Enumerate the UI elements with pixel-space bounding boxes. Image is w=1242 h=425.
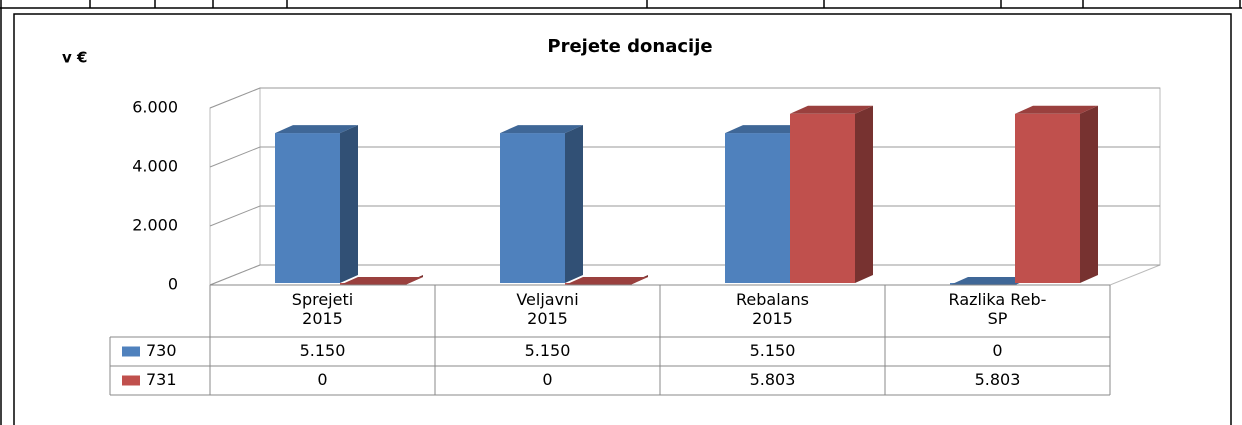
y-tick-label: 2.000 <box>132 216 178 235</box>
data-label: 5.803 <box>975 370 1021 389</box>
bar <box>340 275 423 285</box>
bar <box>500 125 583 283</box>
data-label: 0 <box>317 370 327 389</box>
bar-top <box>500 125 583 134</box>
bar <box>275 125 358 283</box>
bar-side <box>565 125 583 283</box>
bar <box>790 105 873 284</box>
y-tick-label: 0 <box>168 275 178 294</box>
bar-side <box>855 105 873 284</box>
data-label: 0 <box>542 370 552 389</box>
bar-side <box>1080 105 1098 284</box>
bar-top <box>790 105 873 114</box>
grid-line <box>209 87 1160 109</box>
x-tick-label: Veljavni 2015 <box>516 290 578 328</box>
data-label: 5.150 <box>525 341 571 360</box>
chart-title: Prejete donacije <box>547 36 712 57</box>
bar-top <box>1015 105 1098 114</box>
bar-top <box>340 277 423 285</box>
data-label: 5.150 <box>300 341 346 360</box>
bar <box>1015 105 1098 284</box>
bar-top <box>565 277 648 285</box>
bar-side <box>340 125 358 283</box>
bar-top <box>950 277 1033 285</box>
y-tick-label: 6.000 <box>132 98 178 117</box>
x-tick-label: Razlika Reb-SP <box>949 290 1047 328</box>
data-label: 5.803 <box>750 370 796 389</box>
legend-swatch <box>122 346 140 357</box>
data-label: 0 <box>992 341 1002 360</box>
x-tick-label: Sprejeti 2015 <box>292 290 353 328</box>
legend-label: 730 <box>146 341 177 360</box>
bar-top <box>275 125 358 134</box>
y-axis-label: v € <box>62 49 87 67</box>
bar-front <box>725 133 790 283</box>
x-tick-label: Rebalans 2015 <box>736 290 809 328</box>
bar-front <box>790 113 855 284</box>
bar-front <box>275 133 340 283</box>
bar-front <box>1015 113 1080 284</box>
legend-label: 731 <box>146 370 177 389</box>
bar-front <box>500 133 565 283</box>
bar <box>565 275 648 285</box>
legend-swatch <box>122 375 140 386</box>
data-label: 5.150 <box>750 341 796 360</box>
bar-top <box>725 125 808 134</box>
side-wall <box>209 87 261 286</box>
y-tick-label: 4.000 <box>132 157 178 176</box>
